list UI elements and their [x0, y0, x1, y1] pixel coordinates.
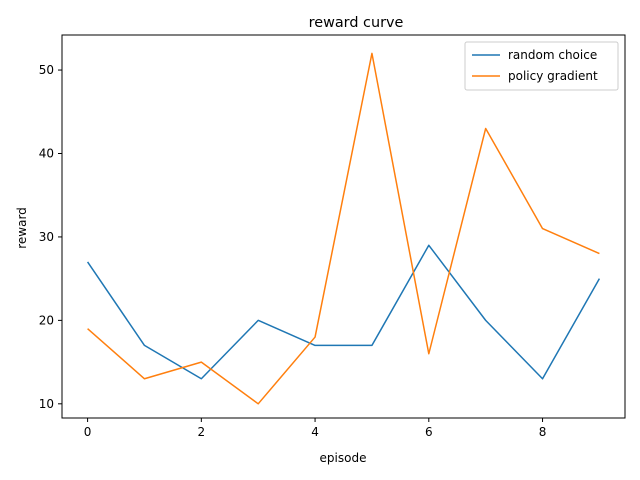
x-tick-label: 8 — [539, 425, 547, 439]
legend-label: policy gradient — [508, 69, 598, 83]
legend-box — [464, 41, 619, 91]
y-axis-label: reward — [15, 207, 29, 249]
y-tick-label: 10 — [39, 397, 54, 411]
y-tick-label: 40 — [39, 146, 54, 160]
x-axis-label: episode — [320, 451, 367, 465]
y-axis-ticks: 10 20 30 40 50 — [39, 63, 62, 411]
x-tick-label: 6 — [425, 425, 433, 439]
chart-title: reward curve — [309, 15, 404, 31]
y-tick-label: 30 — [39, 230, 54, 244]
series-lines — [86, 52, 601, 405]
legend: random choice policy gradient — [464, 41, 619, 91]
x-tick-label: 2 — [198, 425, 206, 439]
x-tick-label: 0 — [84, 425, 92, 439]
legend-label: random choice — [508, 48, 597, 62]
plot-frame — [61, 34, 626, 419]
series-line-policy-gradient — [87, 52, 600, 405]
y-tick-label: 20 — [39, 313, 54, 327]
x-axis-ticks: 0 2 4 6 8 — [84, 418, 547, 439]
y-tick-label: 50 — [39, 63, 54, 77]
x-tick-label: 4 — [311, 425, 319, 439]
series-line-random-choice — [86, 244, 601, 380]
